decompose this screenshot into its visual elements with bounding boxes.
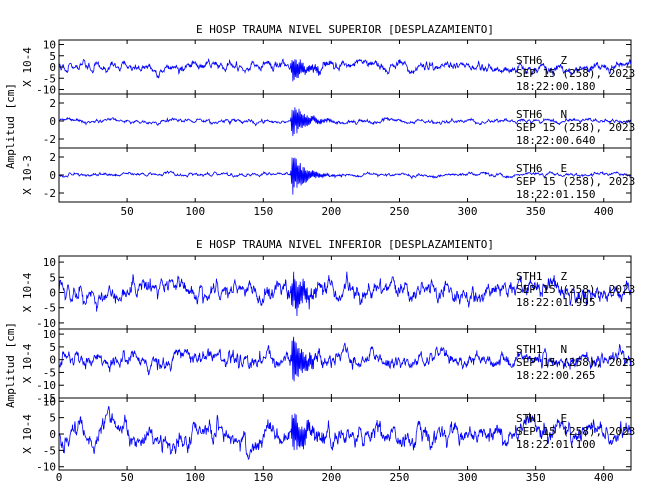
y-tick-label: 5 (49, 341, 56, 354)
record-date: SEP 15 (258), 2023 (516, 356, 635, 369)
y-tick-label: 10 (43, 395, 56, 408)
y-tick-label: 5 (49, 50, 56, 63)
y-tick-label: -10 (36, 317, 56, 330)
scale-factor-label: X 10-4 (21, 47, 34, 87)
y-tick-label: -5 (43, 302, 56, 315)
y-tick-label: 10 (43, 328, 56, 341)
record-time: 18:22:01.150 (516, 188, 595, 201)
station-annotation: STH1 Z (516, 270, 568, 283)
component-code: E (561, 162, 568, 175)
waveform-trace (58, 336, 632, 382)
y-tick-label: 0 (49, 354, 56, 367)
component-code: N (561, 343, 568, 356)
scale-factor-label: X 10-4 (21, 414, 34, 454)
chart-title: E HOSP TRAUMA NIVEL SUPERIOR [DESPLAZAMI… (196, 23, 494, 36)
component-code: E (561, 412, 568, 425)
y-tick-label: 0 (49, 61, 56, 74)
station-annotation: STH1 E (516, 412, 567, 425)
x-tick-label: 0 (56, 471, 63, 484)
record-time: 18:22:00.180 (516, 80, 595, 93)
record-time: 18:22:01.995 (516, 296, 595, 309)
station-code: STH1 (516, 343, 543, 356)
x-tick-label: 350 (526, 471, 546, 484)
y-tick-label: 10 (43, 256, 56, 269)
y-tick-label: -5 (43, 366, 56, 379)
waveform-trace (58, 157, 632, 195)
y-axis-label: Amplitud [cm] (4, 83, 17, 169)
y-tick-label: -15 (36, 392, 56, 405)
y-tick-label: -2 (43, 133, 56, 146)
station-code: STH1 (516, 270, 543, 283)
y-tick-label: -10 (36, 84, 56, 97)
component-code: Z (561, 270, 568, 283)
y-tick-label: 10 (43, 39, 56, 52)
record-time: 18:22:01.100 (516, 438, 595, 451)
record-date: SEP 15 (258), 2023 (516, 67, 635, 80)
station-code: STH6 (516, 108, 543, 121)
x-tick-label: 400 (594, 205, 614, 218)
station-annotation: STH6 E (516, 162, 567, 175)
x-tick-label: 300 (458, 205, 478, 218)
scale-factor-label: X 10-4 (21, 272, 34, 312)
waveform-trace (58, 271, 632, 317)
scale-factor-label: X 10-4 (21, 343, 34, 383)
x-tick-label: 150 (253, 471, 273, 484)
scale-factor-label: X 10-3 (21, 155, 34, 195)
x-tick-label: 50 (120, 471, 133, 484)
x-tick-label: 250 (390, 205, 410, 218)
y-tick-label: 0 (49, 169, 56, 182)
x-tick-label: 50 (120, 205, 133, 218)
y-tick-label: 0 (49, 428, 56, 441)
station-code: STH1 (516, 412, 543, 425)
y-tick-label: -5 (43, 444, 56, 457)
y-axis-label: Amplitud [cm] (4, 322, 17, 408)
x-tick-label: 350 (526, 205, 546, 218)
station-annotation: STH6 N (516, 108, 567, 121)
y-tick-label: 2 (49, 97, 56, 110)
x-tick-label: 150 (253, 205, 273, 218)
x-tick-label: 100 (185, 205, 205, 218)
chart-lower: E HOSP TRAUMA NIVEL INFERIOR [DESPLAZAMI… (4, 238, 635, 484)
waveform-trace (58, 107, 632, 137)
component-code: Z (561, 54, 568, 67)
y-tick-label: -2 (43, 187, 56, 200)
y-tick-label: -10 (36, 461, 56, 474)
station-code: STH6 (516, 162, 543, 175)
chart-upper: E HOSP TRAUMA NIVEL SUPERIOR [DESPLAZAMI… (4, 23, 635, 218)
x-tick-label: 300 (458, 471, 478, 484)
x-tick-label: 200 (321, 205, 341, 218)
station-annotation: STH1 N (516, 343, 567, 356)
component-code: N (561, 108, 568, 121)
record-date: SEP 15 (258), 2023 (516, 121, 635, 134)
x-tick-label: 100 (185, 471, 205, 484)
record-date: SEP 15 (258), 2023 (516, 175, 635, 188)
y-tick-label: 2 (49, 151, 56, 164)
y-tick-label: 5 (49, 271, 56, 284)
y-tick-label: -5 (43, 72, 56, 85)
station-code: STH6 (516, 54, 543, 67)
record-time: 18:22:00.640 (516, 134, 595, 147)
y-tick-label: 0 (49, 287, 56, 300)
waveform-trace (58, 57, 632, 82)
x-tick-label: 200 (321, 471, 341, 484)
waveform-trace (58, 405, 632, 460)
record-date: SEP 15 (258), 2023 (516, 283, 635, 296)
x-tick-label: 400 (594, 471, 614, 484)
chart-title: E HOSP TRAUMA NIVEL INFERIOR [DESPLAZAMI… (196, 238, 494, 251)
station-annotation: STH6 Z (516, 54, 568, 67)
y-tick-label: 0 (49, 115, 56, 128)
x-tick-label: 250 (390, 471, 410, 484)
record-date: SEP 15 (258), 2023 (516, 425, 635, 438)
y-tick-label: 5 (49, 412, 56, 425)
record-time: 18:22:00.265 (516, 369, 595, 382)
y-tick-label: -10 (36, 379, 56, 392)
